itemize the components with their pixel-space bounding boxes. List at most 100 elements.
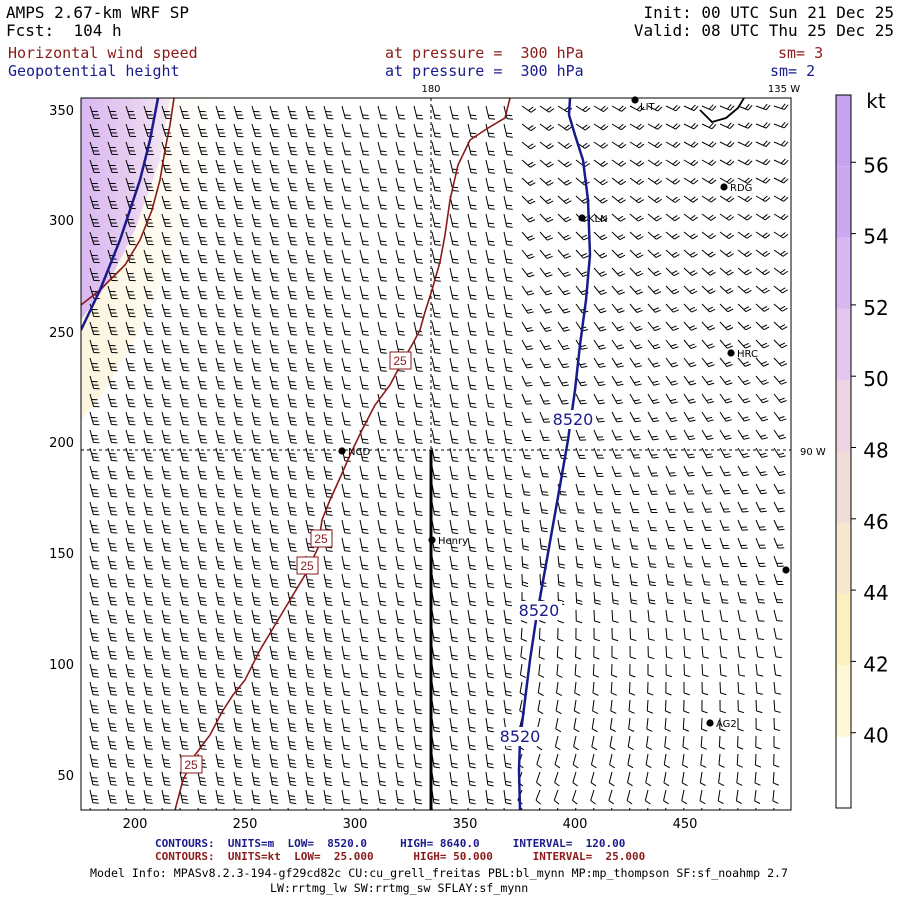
barb-feather bbox=[657, 106, 663, 112]
barb-feather bbox=[343, 798, 350, 801]
barb-feather bbox=[488, 244, 495, 246]
barb-feather bbox=[397, 690, 404, 693]
barb-shaft bbox=[413, 195, 418, 209]
barb-shaft bbox=[629, 177, 640, 185]
barb-feather bbox=[398, 316, 405, 318]
barb-shaft bbox=[287, 321, 292, 335]
barb-shaft bbox=[413, 159, 418, 173]
barb-feather bbox=[451, 528, 458, 531]
barb-feather bbox=[344, 784, 351, 787]
barb-shaft bbox=[125, 411, 130, 425]
barb-feather bbox=[566, 144, 573, 150]
barb-feather bbox=[739, 638, 746, 641]
barb-feather bbox=[451, 802, 458, 805]
barb-shaft bbox=[287, 447, 292, 461]
barb-feather bbox=[592, 710, 599, 714]
barb-shaft bbox=[449, 411, 454, 425]
barb-shaft bbox=[557, 303, 565, 314]
barb-shaft bbox=[359, 375, 364, 389]
barb-shaft bbox=[503, 339, 508, 353]
barb-shaft bbox=[682, 717, 685, 730]
barb-shaft bbox=[467, 123, 472, 137]
barb-shaft bbox=[125, 123, 131, 137]
barb-feather bbox=[326, 514, 333, 516]
barb-feather bbox=[380, 280, 388, 282]
barb-shaft bbox=[701, 465, 708, 477]
barb-feather bbox=[470, 172, 477, 174]
barb-shaft bbox=[485, 645, 489, 659]
barb-shaft bbox=[251, 177, 256, 191]
barb-feather bbox=[434, 370, 441, 372]
barb-feather bbox=[271, 726, 278, 729]
barb-shaft bbox=[341, 573, 346, 587]
barb-feather bbox=[702, 692, 709, 696]
barb-feather bbox=[665, 692, 672, 696]
barb-shaft bbox=[305, 411, 310, 425]
barb-feather bbox=[92, 802, 99, 804]
barb-feather bbox=[741, 489, 748, 492]
barb-feather bbox=[272, 676, 279, 678]
barb-feather bbox=[636, 142, 642, 147]
barb-feather bbox=[576, 563, 584, 566]
barb-feather bbox=[778, 434, 785, 438]
barb-shaft bbox=[575, 267, 584, 277]
barb-feather bbox=[580, 402, 587, 405]
barb-feather bbox=[200, 582, 207, 585]
barb-feather bbox=[505, 186, 513, 189]
barb-feather bbox=[326, 640, 333, 643]
barb-shaft bbox=[537, 717, 541, 729]
barb-feather bbox=[488, 262, 495, 264]
barb-shaft bbox=[413, 303, 418, 317]
barb-shaft bbox=[449, 303, 454, 317]
barb-shaft bbox=[449, 591, 453, 605]
barb-feather bbox=[145, 615, 152, 617]
barb-feather bbox=[783, 215, 789, 221]
barb-feather bbox=[506, 280, 513, 282]
barb-feather bbox=[726, 159, 732, 165]
barb-shaft bbox=[503, 609, 507, 623]
barb-feather bbox=[128, 694, 135, 696]
barb-shaft bbox=[107, 339, 113, 353]
barb-shaft bbox=[413, 249, 418, 263]
barb-feather bbox=[200, 600, 207, 603]
barb-shaft bbox=[359, 177, 364, 191]
barb-shaft bbox=[143, 267, 149, 281]
barb-shaft bbox=[143, 411, 148, 425]
barb-shaft bbox=[197, 591, 202, 605]
barb-feather bbox=[469, 294, 476, 297]
barb-feather bbox=[669, 453, 676, 456]
barb-feather bbox=[683, 710, 690, 714]
barb-feather bbox=[398, 294, 405, 297]
barb-feather bbox=[469, 330, 476, 333]
barb-feather bbox=[307, 582, 314, 585]
barb-shaft bbox=[215, 357, 220, 371]
barb-shaft bbox=[521, 519, 525, 531]
barb-shaft bbox=[683, 285, 693, 295]
barb-feather bbox=[579, 381, 586, 384]
barb-shaft bbox=[359, 699, 363, 713]
barb-shaft bbox=[377, 537, 382, 551]
barb-feather bbox=[639, 125, 645, 130]
barb-feather bbox=[217, 814, 223, 815]
barb-shaft bbox=[629, 141, 640, 149]
barb-feather bbox=[602, 144, 609, 149]
barb-feather bbox=[379, 402, 387, 405]
barb-shaft bbox=[179, 699, 184, 713]
barb-feather bbox=[693, 142, 699, 148]
barb-shaft bbox=[737, 339, 746, 349]
barb-feather bbox=[743, 342, 750, 347]
barb-feather bbox=[308, 550, 315, 552]
barb-feather bbox=[199, 633, 206, 635]
barb-feather bbox=[146, 748, 153, 750]
barb-feather bbox=[325, 471, 332, 473]
barb-feather bbox=[707, 419, 714, 422]
barb-shaft bbox=[197, 141, 203, 155]
barb-feather bbox=[199, 798, 206, 801]
barb-feather bbox=[506, 388, 513, 391]
barb-feather bbox=[361, 744, 368, 747]
barb-feather bbox=[611, 674, 618, 678]
barb-feather bbox=[451, 510, 458, 513]
barb-feather bbox=[583, 255, 590, 259]
barb-feather bbox=[163, 705, 170, 707]
barb-feather bbox=[325, 363, 332, 365]
